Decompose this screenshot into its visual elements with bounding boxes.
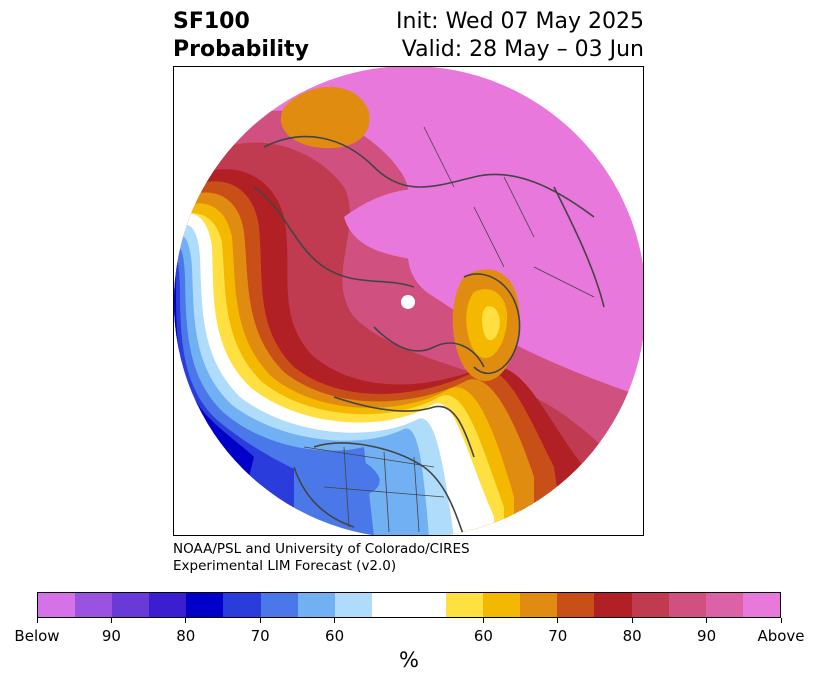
colorbar-tick-mark [482, 618, 484, 623]
colorbar-tick-mark [780, 618, 782, 623]
colorbar-tick-label: 60 [325, 627, 345, 645]
polar-map-svg [174, 67, 643, 535]
colorbar-swatch [371, 593, 409, 617]
coastlines [253, 135, 605, 535]
colorbar-swatch [408, 593, 447, 617]
eurasia-pink-lobe [344, 188, 487, 263]
colorbar [37, 592, 781, 618]
colorbar-swatch [742, 593, 780, 617]
init-date-label: Init: Wed 07 May 2025 [396, 9, 644, 34]
colorbar-swatch [594, 593, 632, 617]
colorbar-swatch [557, 593, 595, 617]
greenland-yellow-lobe [481, 306, 500, 341]
valid-range-label: Valid: 28 May – 03 Jun [401, 37, 644, 62]
colorbar-swatch [260, 593, 298, 617]
colorbar-tick-label: 80 [622, 627, 642, 645]
colorbar-tick-label: 80 [176, 627, 196, 645]
colorbar-swatch [705, 593, 743, 617]
borders [303, 126, 595, 533]
colorbar-tick-mark [110, 618, 112, 623]
colorbar-swatch [112, 593, 150, 617]
colorbar-tick-mark [706, 618, 708, 623]
colorbar-tick-mark [185, 618, 187, 623]
colorbar-swatch [297, 593, 335, 617]
colorbar-tick-label: 70 [548, 627, 568, 645]
colorbar-tick-label: Above [757, 627, 805, 645]
colorbar-swatch [334, 593, 372, 617]
colorbar-tick-label: Below [14, 627, 60, 645]
colorbar-tick-mark [334, 618, 336, 623]
colorbar-tick-mark [631, 618, 633, 623]
forecast-map [173, 66, 644, 536]
colorbar-swatch [149, 593, 187, 617]
colorbar-swatch [186, 593, 224, 617]
us-mid-blue-patch [300, 454, 380, 499]
colorbar-unit: % [399, 648, 419, 672]
colorbar-tick-label: 90 [101, 627, 121, 645]
colorbar-tick-mark [259, 618, 261, 623]
colorbar-swatch [520, 593, 558, 617]
colorbar-swatch [446, 593, 484, 617]
credit-text: NOAA/PSL and University of Colorado/CIRE… [173, 541, 470, 575]
variable-label: SF100 [173, 9, 250, 34]
colorbar-tick-mark [36, 618, 38, 623]
map-title-left: SF100 Probability [173, 8, 309, 64]
colorbar-tick-mark [557, 618, 559, 623]
colorbar-swatch [668, 593, 706, 617]
colorbar-tick-label: 60 [473, 627, 493, 645]
north-orange-lobe [280, 86, 370, 149]
colorbar-swatch [75, 593, 113, 617]
colorbar-swatch [631, 593, 669, 617]
map-title-right: Init: Wed 07 May 2025 Valid: 28 May – 03… [396, 8, 644, 64]
colorbar-tick-label: 70 [250, 627, 270, 645]
credit-line-2: Experimental LIM Forecast (v2.0) [173, 558, 397, 574]
colorbar-tick-label: 90 [697, 627, 717, 645]
colorbar-swatch [38, 593, 76, 617]
colorbar-swatch [223, 593, 261, 617]
colorbar-swatch [483, 593, 521, 617]
credit-line-1: NOAA/PSL and University of Colorado/CIRE… [173, 541, 470, 557]
north-pole-marker [401, 295, 415, 309]
quantity-label: Probability [173, 37, 309, 62]
